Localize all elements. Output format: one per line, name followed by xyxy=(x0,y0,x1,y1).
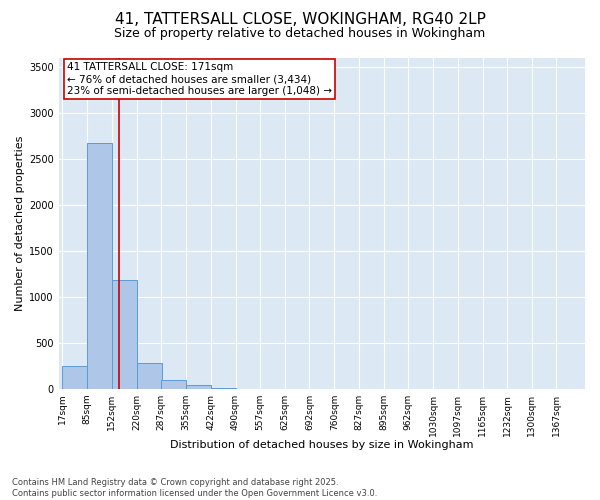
Bar xyxy=(211,388,236,389)
Bar xyxy=(112,280,137,389)
Text: 41, TATTERSALL CLOSE, WOKINGHAM, RG40 2LP: 41, TATTERSALL CLOSE, WOKINGHAM, RG40 2L… xyxy=(115,12,485,28)
Bar xyxy=(186,385,211,389)
X-axis label: Distribution of detached houses by size in Wokingham: Distribution of detached houses by size … xyxy=(170,440,473,450)
Bar xyxy=(161,380,186,389)
Bar xyxy=(88,143,112,389)
Text: Contains HM Land Registry data © Crown copyright and database right 2025.
Contai: Contains HM Land Registry data © Crown c… xyxy=(12,478,377,498)
Text: 41 TATTERSALL CLOSE: 171sqm
← 76% of detached houses are smaller (3,434)
23% of : 41 TATTERSALL CLOSE: 171sqm ← 76% of det… xyxy=(67,62,332,96)
Bar xyxy=(137,363,161,389)
Text: Size of property relative to detached houses in Wokingham: Size of property relative to detached ho… xyxy=(115,28,485,40)
Y-axis label: Number of detached properties: Number of detached properties xyxy=(15,136,25,311)
Bar xyxy=(62,366,88,389)
